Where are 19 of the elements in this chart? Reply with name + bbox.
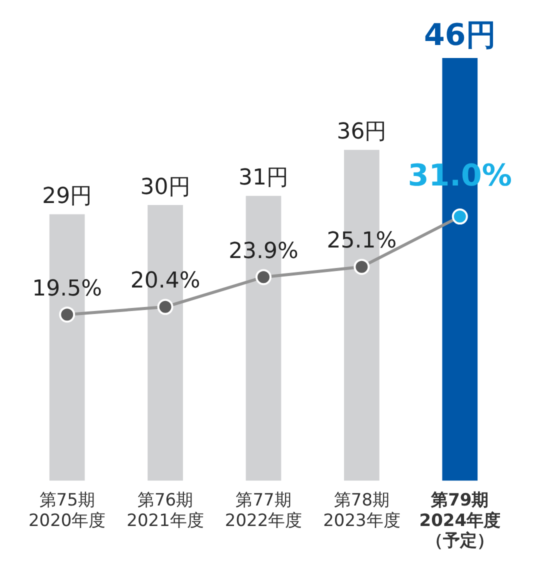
point	[157, 298, 174, 315]
data-label: 19.5%	[32, 276, 102, 302]
x-tick-label: 第76期 2021年度	[126, 490, 204, 531]
point	[59, 306, 76, 323]
data-label: 20.4%	[130, 268, 200, 294]
data-label: 31円	[238, 166, 288, 191]
data-label: 25.1%	[326, 228, 397, 254]
data-label: 36円	[336, 120, 387, 145]
x-tick-label: 第75期 2020年度	[28, 490, 106, 531]
x-tick-label: 第77期 2022年度	[224, 490, 302, 531]
point	[256, 269, 272, 286]
data-label: 30円	[140, 174, 190, 200]
point	[354, 258, 370, 275]
data-label: 29円	[42, 184, 92, 209]
data-label: 46円	[424, 18, 496, 53]
x-tick-label: 第79期 2024年度（予定）	[419, 490, 501, 552]
x-tick-label: 第78期 2023年度	[323, 490, 400, 531]
point	[452, 208, 468, 225]
data-label: 23.9%	[228, 238, 298, 264]
